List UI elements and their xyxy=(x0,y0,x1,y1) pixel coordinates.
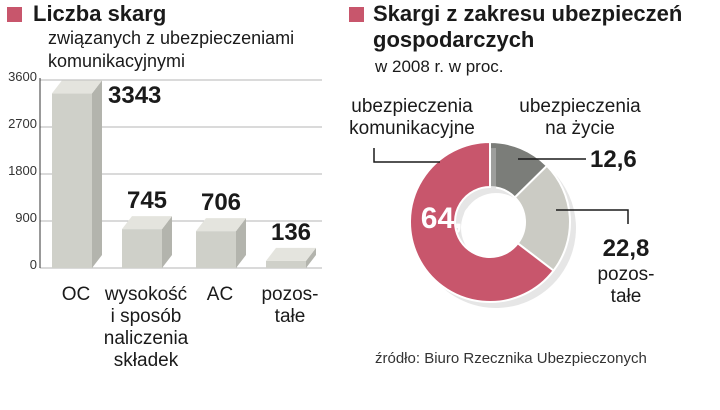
pie-value-label: 12,6 xyxy=(590,146,637,173)
x-category-label: wysokość i sposób naliczenia składek xyxy=(104,284,189,371)
bar-value-label: 706 xyxy=(201,189,241,216)
bar-side xyxy=(92,80,102,268)
bar xyxy=(52,80,102,268)
bar-chart-subtitle-line2: komunikacyjnymi xyxy=(48,51,186,71)
bar-front xyxy=(52,93,92,268)
bar-side xyxy=(306,247,316,268)
pie-category-label: ubezpieczenia na życie xyxy=(519,96,641,139)
pie-value-label: 22,8 xyxy=(603,235,650,262)
bar xyxy=(196,218,246,268)
x-category-label: pozos-tałe xyxy=(261,284,318,327)
pie-slice-shape xyxy=(513,164,571,273)
pie-category-label: ubezpieczenia komunikacyjne xyxy=(349,96,475,139)
source-note: źródło: Biuro Rzecznika Ubezpieczonych xyxy=(375,350,647,367)
bar xyxy=(266,247,316,268)
legend-square-icon xyxy=(7,7,22,22)
bar-front xyxy=(122,229,162,268)
bar-front xyxy=(266,260,306,268)
pie-slice xyxy=(489,140,553,204)
pie-slice xyxy=(513,164,576,277)
bar-top xyxy=(196,218,246,232)
bar-chart: 0 900 1800 2700 3600 3343 OC 745 wysokość i sposó… xyxy=(8,69,322,371)
bar-value-label: 3343 xyxy=(108,82,161,109)
bar-chart-title: Liczba skarg xyxy=(33,1,167,26)
pie-chart-title-line1: Skargi z zakresu ubezpieczeń xyxy=(373,1,683,26)
leader-line xyxy=(373,148,440,163)
pie-chart-subtitle: w 2008 r. w proc. xyxy=(375,57,504,76)
pie-chart: 64,6 ubezpieczenia komunikacyjne ubezpiecze… xyxy=(349,96,655,308)
pie-slice xyxy=(409,140,560,308)
bar-chart-subtitle-line1: związanych z ubezpieczeniami xyxy=(48,28,295,48)
pie-value-label: 64,6 xyxy=(421,202,479,235)
pie-chart-title-line2: gospodarczych xyxy=(373,27,535,52)
bar-top xyxy=(52,80,102,94)
y-tick-label: 900 xyxy=(15,210,37,225)
x-category-label: OC xyxy=(62,284,91,305)
pie-category-label: pozos-tałe xyxy=(597,264,654,307)
bar-side xyxy=(162,216,172,268)
bar-top xyxy=(122,216,172,230)
bar-side xyxy=(236,218,246,268)
x-category-label: AC xyxy=(207,284,233,305)
bar xyxy=(122,216,172,268)
bar-top xyxy=(266,247,316,261)
bar-front xyxy=(196,231,236,268)
y-tick-label: 3600 xyxy=(8,69,37,84)
y-tick-label: 0 xyxy=(30,257,37,272)
pie-slice-shape xyxy=(409,140,555,303)
y-tick-label: 1800 xyxy=(8,163,37,178)
legend-square-icon xyxy=(349,7,364,22)
bar-value-label: 745 xyxy=(127,187,167,214)
y-tick-label: 2700 xyxy=(8,116,37,131)
bar-value-label: 136 xyxy=(271,219,311,246)
leader-line xyxy=(556,209,629,224)
